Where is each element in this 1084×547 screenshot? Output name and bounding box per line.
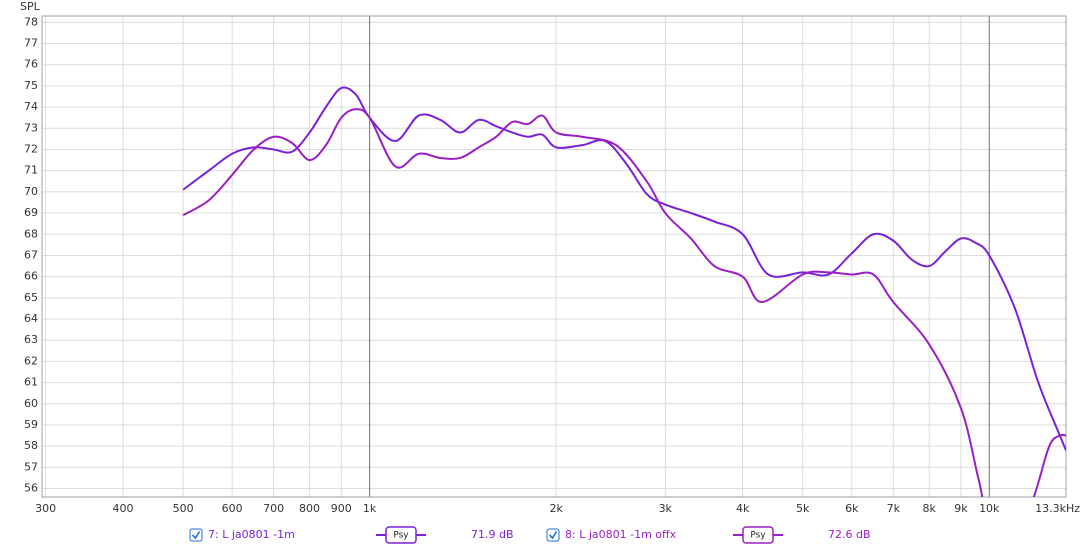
plot-frame [41, 15, 1067, 498]
x-tick-label: 600 [222, 502, 243, 515]
y-tick-label: 58 [24, 439, 38, 452]
y-tick-label: 70 [24, 185, 38, 198]
legend-checkbox[interactable] [546, 528, 560, 542]
y-tick-label: 76 [24, 58, 38, 71]
y-tick-label: 77 [24, 37, 38, 50]
y-tick-label: 71 [24, 164, 38, 177]
y-tick-label: 75 [24, 79, 38, 92]
y-tick-label: 68 [24, 227, 38, 240]
x-tick-label: 2k [549, 502, 563, 515]
x-tick-label: 4k [736, 502, 750, 515]
x-tick-label: 3k [659, 502, 673, 515]
level-label: 71.9 dB [471, 528, 514, 541]
y-tick-label: 56 [24, 482, 38, 495]
legend-label: 7: L ja0801 -1m [208, 528, 295, 541]
x-tick-label: 8k [923, 502, 937, 515]
legend-item: 7: L ja0801 -1m Psy 71.9 dB [189, 526, 514, 544]
x-tick-label: 500 [173, 502, 194, 515]
x-tick-label: 300 [35, 502, 56, 515]
y-tick-label: 72 [24, 142, 38, 155]
x-tick-label: 13.3kHz [1035, 502, 1080, 515]
y-axis-label: SPL [20, 0, 41, 13]
legend-checkbox[interactable] [189, 528, 203, 542]
x-tick-label: 10k [979, 502, 1000, 515]
x-tick-label: 900 [331, 502, 352, 515]
y-tick-label: 66 [24, 270, 38, 283]
x-tick-label: 800 [299, 502, 320, 515]
smoothing-box[interactable] [385, 526, 417, 544]
level-label: 72.6 dB [828, 528, 871, 541]
y-tick-label: 78 [24, 15, 38, 28]
x-tick-label: 9k [954, 502, 968, 515]
y-tick-label: 62 [24, 354, 38, 367]
smoothing-label: Psy [750, 531, 766, 541]
y-tick-label: 63 [24, 333, 38, 346]
y-tick-label: 67 [24, 248, 38, 261]
series-line [182, 108, 1066, 497]
x-tick-label: 700 [263, 502, 284, 515]
y-tick-label: 73 [24, 121, 38, 134]
checkmark [548, 531, 558, 540]
x-tick-label: 7k [887, 502, 901, 515]
y-tick-label: 60 [24, 397, 38, 410]
y-tick-label: 65 [24, 291, 38, 304]
legend-label: 8: L ja0801 -1m offx [565, 528, 677, 541]
checkmark [191, 531, 201, 540]
y-tick-label: 64 [24, 312, 38, 325]
y-tick-label: 61 [24, 376, 38, 389]
x-tick-label: 400 [113, 502, 134, 515]
smoothing-box[interactable] [742, 526, 774, 544]
legend-item: 8: L ja0801 -1m offx Psy 72.6 dB [546, 526, 871, 544]
x-tick-label: 5k [796, 502, 810, 515]
y-tick-label: 74 [24, 100, 38, 113]
x-tick-label: 6k [845, 502, 859, 515]
y-tick-label: 69 [24, 206, 38, 219]
x-tick-label: 1k [363, 502, 377, 515]
y-tick-label: 57 [24, 460, 38, 473]
smoothing-label: Psy [393, 531, 409, 541]
y-tick-label: 59 [24, 418, 38, 431]
